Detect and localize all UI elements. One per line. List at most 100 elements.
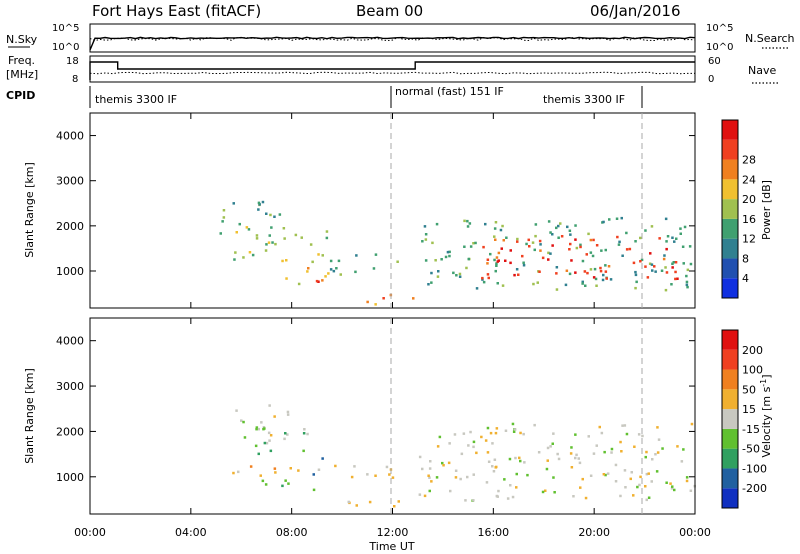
nave-series [89, 71, 696, 75]
powerData-pt-6-73 [434, 259, 437, 262]
velData-pt-6-59 [625, 432, 629, 436]
powerData-pt-1-1 [270, 226, 273, 229]
cbPower-seg-6 [722, 159, 738, 180]
velData-pt-4-4 [249, 465, 253, 468]
powerData-pt-6-133 [469, 245, 473, 248]
powerData-pt-6-137 [444, 255, 448, 259]
velData-pt-6-138 [441, 461, 444, 465]
powerData-pt-6-80 [604, 264, 607, 267]
powerData-pt-1-15 [317, 253, 320, 256]
velData-pt-2-2 [281, 484, 284, 488]
power-scatter [219, 200, 693, 306]
velData-pt-6-46 [592, 452, 596, 455]
powerData-pt-6-97 [666, 235, 670, 238]
powerData-pt-6-62 [424, 233, 428, 236]
powerData-pt-6-67 [581, 280, 584, 284]
powerData-pt-6-48 [617, 243, 621, 246]
velData-pt-6-103 [418, 455, 422, 459]
velData-pt-6-20 [436, 445, 440, 448]
velData-pt-6-15 [624, 486, 627, 489]
yTicksP-label-1: 2000 [56, 220, 84, 233]
velData-pt-6-102 [670, 487, 674, 490]
powerData-pt-7-47 [674, 270, 677, 274]
velData-pt-1-12 [284, 432, 287, 435]
velData-pt-6-36 [638, 483, 641, 487]
velData-pt-6-107 [647, 472, 650, 475]
velData-pt-6-26 [447, 461, 451, 465]
velData-pt-1-11 [257, 452, 260, 456]
powerData-pt-6-88 [437, 270, 440, 273]
cbPower-tick-1: 8 [742, 252, 749, 265]
powerData-pt-4-4 [329, 268, 333, 271]
powerData-pt-0-0 [268, 234, 271, 237]
powerData-pt-1-24 [242, 256, 245, 259]
power-ylabel: Slant Range [km] [23, 162, 36, 258]
velData-pt-6-11 [589, 474, 593, 477]
powerData-pt-6-20 [547, 251, 550, 255]
powerData-pt-6-123 [634, 286, 637, 290]
powerData-pt-0-12 [221, 220, 224, 223]
powerData-pt-7-1 [486, 262, 489, 265]
velData-pt-6-109 [572, 495, 575, 498]
powerData-pt-6-72 [421, 240, 424, 243]
velData-pt-6-146 [581, 477, 584, 481]
powerData-pt-6-68 [584, 284, 587, 287]
powerData-pt-1-18 [309, 243, 313, 246]
powerData-pt-7-7 [574, 238, 577, 241]
powerData-pt-6-27 [682, 262, 685, 265]
velData-pt-6-2 [639, 475, 642, 479]
velData-pt-6-94 [598, 425, 601, 429]
powerData-pt-6-94 [681, 245, 685, 248]
velData-pt-6-8 [614, 480, 618, 483]
cbVel-seg-8 [722, 330, 738, 350]
powerData-pt-7-41 [658, 237, 661, 240]
cbVel-seg-1 [722, 468, 738, 489]
velData-pt-3-1 [312, 473, 315, 476]
powerData-pt-7-10 [639, 260, 642, 263]
cbVel-tick-1: 100 [742, 364, 763, 377]
powerData-pt-4-9 [335, 267, 338, 270]
powerData-pt-7-57 [486, 258, 490, 261]
powerData-pt-7-34 [605, 277, 608, 280]
velData-pt-6-112 [487, 460, 491, 463]
powerData-pt-6-104 [673, 240, 676, 243]
velData-pt-6-108 [472, 473, 475, 476]
powerData-pt-1-3 [294, 233, 298, 237]
powerData-pt-6-81 [663, 254, 666, 257]
powerData-pt-2-7 [307, 267, 310, 270]
powerData-pt-6-74 [465, 266, 468, 270]
powerData-pt-1-14 [282, 227, 286, 230]
velData-pt-6-43 [509, 484, 512, 487]
velData-pt-6-153 [602, 473, 606, 476]
velocity-scatter [232, 404, 696, 508]
velData-pt-0-6 [268, 404, 271, 407]
velData-pt-1-1 [265, 441, 269, 445]
powerData-pt-6-17 [615, 217, 619, 220]
velData-pt-0-16 [283, 437, 286, 441]
velData-pt-6-141 [533, 423, 536, 427]
powerData-pt-6-53 [532, 282, 535, 286]
velData-pt-6-24 [491, 442, 494, 445]
powerData-pt-6-119 [559, 222, 562, 225]
powerData-pt-6-120 [481, 278, 484, 281]
cbPower-seg-1 [722, 258, 738, 279]
cpid-label: CPID [6, 89, 35, 102]
powerData-pt-7-66 [539, 249, 542, 252]
powerData-pt-6-102 [466, 219, 469, 223]
powerData-pt-5-4 [374, 303, 377, 306]
powerData-pt-6-29 [621, 254, 624, 257]
cbPower-seg-7 [722, 139, 738, 160]
cbPower-tick-0: 4 [742, 272, 749, 285]
powerData-pt-6-37 [564, 283, 568, 287]
velData-pt-6-135 [595, 444, 598, 447]
velData-pt-0-15 [242, 420, 245, 424]
powerData-pt-6-39 [595, 284, 598, 287]
velData-pt-6-52 [462, 432, 466, 435]
velData-pt-6-83 [604, 473, 607, 477]
powerData-pt-1-12 [264, 249, 268, 252]
powerData-pt-6-28 [536, 281, 539, 284]
velData-pt-6-4 [619, 440, 622, 444]
velData-pt-6-142 [549, 445, 552, 448]
velData-pt-2-1 [287, 482, 290, 485]
